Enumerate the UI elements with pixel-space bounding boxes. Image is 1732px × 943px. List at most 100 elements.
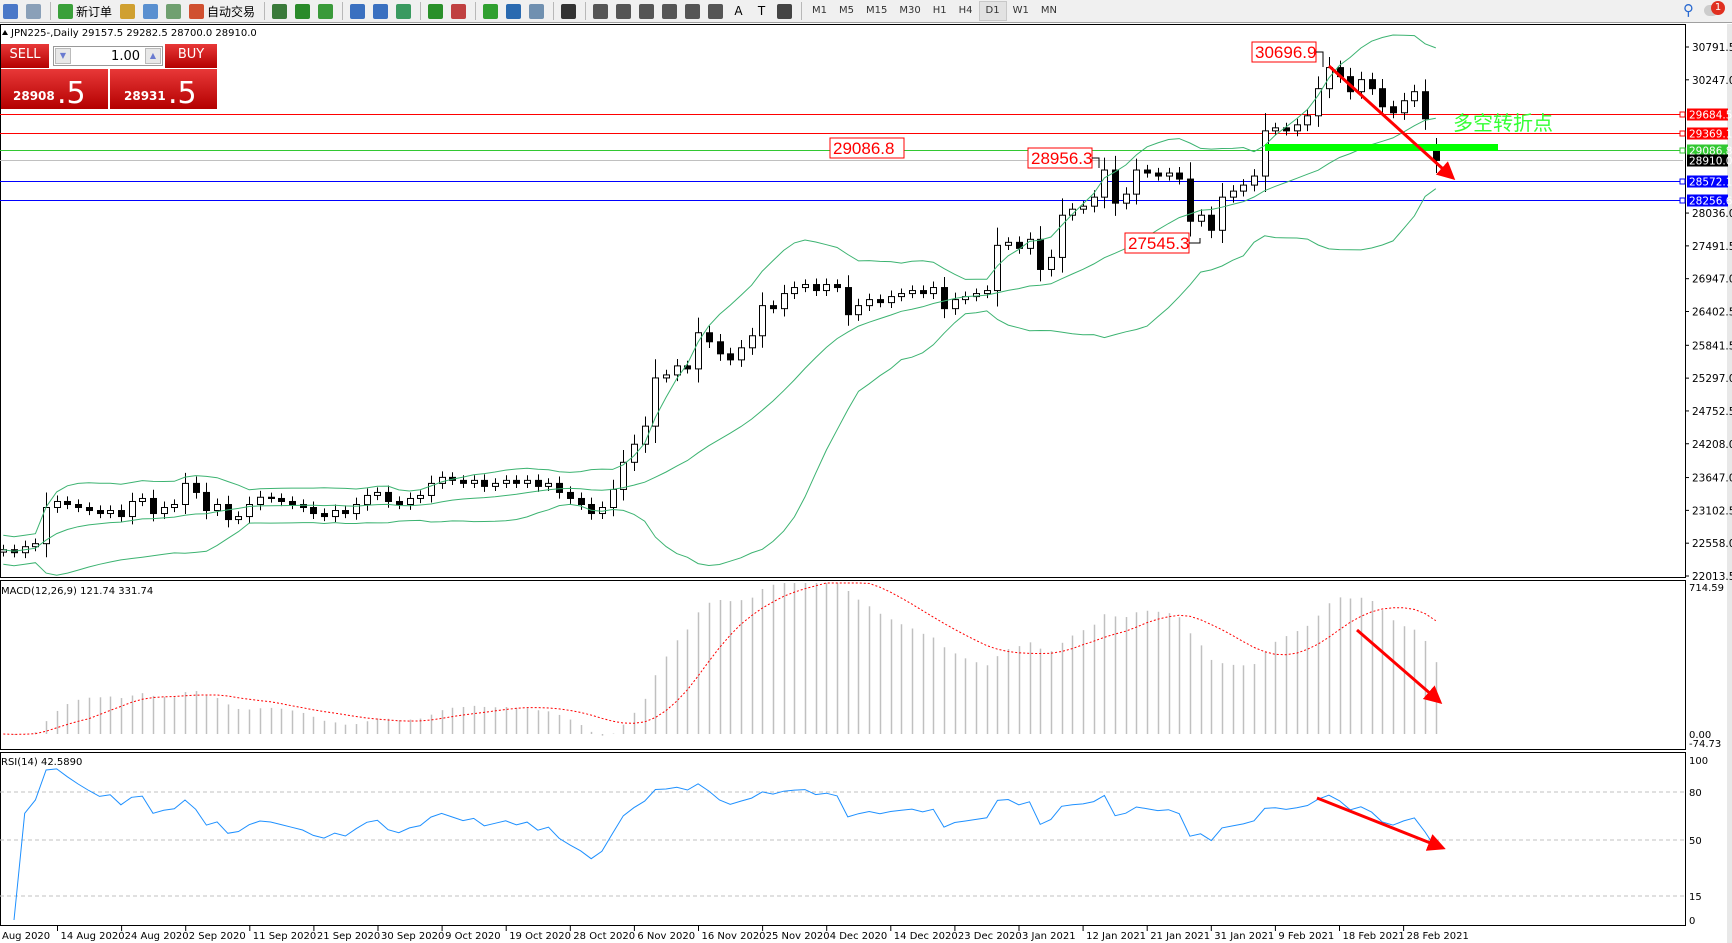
lot-size-input[interactable]: ▼ 1.00 ▲ [53, 46, 163, 66]
macd-axis-label: 0.00 [1689, 730, 1711, 741]
bearish-candle [1144, 169, 1151, 174]
new-chart-button[interactable] [0, 1, 21, 21]
price-level-badge [1687, 108, 1728, 121]
toolbar-separator [420, 2, 422, 20]
tile-windows-button[interactable] [393, 1, 414, 21]
periods-icon [506, 3, 522, 19]
text-button[interactable]: A [728, 1, 749, 21]
notifications-icon[interactable]: 1 [1704, 1, 1725, 19]
timeframe-m30[interactable]: M30 [899, 5, 921, 16]
bearish-candle [1208, 214, 1215, 231]
zoom-in-button[interactable] [347, 1, 368, 21]
price-tick-label: 25297.0 [1692, 373, 1732, 385]
bullish-candle [545, 482, 552, 487]
timeframe-m1[interactable]: M1 [812, 5, 828, 16]
text-label-button[interactable]: T [751, 1, 772, 21]
bullish-candle [610, 488, 617, 509]
bullish-candle [855, 305, 862, 316]
line-chart-button[interactable] [315, 1, 336, 21]
horizontal-line-button[interactable] [636, 1, 657, 21]
cursor-button[interactable] [558, 1, 579, 21]
toolbar-label: 自动交易 [207, 4, 256, 19]
bullish-candle [1358, 79, 1365, 93]
bearish-candle [1176, 172, 1183, 180]
timeframe-w1[interactable]: W1 [1012, 5, 1029, 16]
bearish-candle [535, 479, 542, 487]
lot-increase-button[interactable]: ▲ [145, 48, 161, 64]
zoom-out-button[interactable] [370, 1, 391, 21]
zoom-out-icon [373, 3, 389, 19]
trendline-button[interactable] [659, 1, 680, 21]
history-center-button[interactable] [140, 1, 161, 21]
sell-button[interactable]: SELL [1, 44, 49, 68]
bullish-candle [235, 516, 242, 521]
rsi-pane [0, 752, 1686, 926]
vertical-line-button[interactable] [613, 1, 634, 21]
bullish-candle [182, 482, 189, 505]
bullish-candle [1304, 115, 1311, 126]
bullish-candle [909, 290, 916, 295]
timeframe-h4[interactable]: H4 [958, 5, 973, 16]
bullish-candle [374, 491, 381, 496]
chart-shift-icon [451, 3, 467, 19]
equidistant-channel-button[interactable] [682, 1, 703, 21]
level-handle [1679, 178, 1686, 185]
crosshair-button[interactable] [590, 1, 611, 21]
bullish-candle [214, 503, 221, 512]
timeframe-mn[interactable]: MN [1040, 5, 1057, 16]
candlestick-button[interactable] [292, 1, 313, 21]
templates-button[interactable] [526, 1, 547, 21]
toolbar-right: ⚲ 1 [1683, 1, 1725, 19]
templates-icon [529, 3, 545, 19]
bar-chart-button[interactable] [269, 1, 290, 21]
bearish-candle [150, 497, 157, 515]
price-level-badge [1687, 194, 1728, 207]
auto-trading-button[interactable]: 自动交易 [186, 1, 258, 21]
turning-point-text: 多空转折点 [1453, 111, 1553, 135]
trendline-icon [662, 3, 678, 19]
zoom-window-button[interactable] [23, 1, 44, 21]
buy-price-button[interactable]: 28931 .5 [110, 69, 217, 109]
turning-point-zone [1265, 144, 1498, 151]
auto-scroll-button[interactable] [425, 1, 446, 21]
sell-price-button[interactable]: 28908 .5 [1, 69, 108, 109]
bullish-candle [54, 500, 61, 509]
timeframe-d1[interactable]: D1 [978, 1, 1007, 21]
price-level-badge [1687, 144, 1728, 157]
bearish-candle [813, 284, 820, 292]
date-tick-label: 28 Oct 2020 [573, 931, 635, 942]
bollinger-middle-band [3, 117, 1436, 552]
lot-decrease-button[interactable]: ▼ [55, 48, 71, 64]
timeframe-h1[interactable]: H1 [932, 5, 947, 16]
search-icon[interactable]: ⚲ [1683, 1, 1694, 19]
level-handle [1679, 130, 1686, 137]
bullish-candle [417, 494, 424, 499]
periods-button[interactable] [503, 1, 524, 21]
timeframe-m5[interactable]: M5 [839, 5, 855, 16]
arrows-button[interactable] [774, 1, 795, 21]
collapse-icon [2, 30, 8, 35]
text-label-icon: T [754, 3, 770, 19]
timeframe-m15[interactable]: M15 [866, 5, 888, 16]
bullish-candle [161, 507, 168, 515]
buy-button[interactable]: BUY [165, 44, 217, 68]
metaeditor-button[interactable] [117, 1, 138, 21]
indicators-button[interactable] [480, 1, 501, 21]
price-tick-label: 28036.0 [1692, 208, 1732, 220]
chart-shift-button[interactable] [448, 1, 469, 21]
new-order-button[interactable]: 新订单 [55, 1, 115, 21]
bearish-candle [278, 497, 285, 502]
bearish-candle [578, 497, 585, 505]
toolbar-separator [264, 2, 266, 20]
new-order-icon [58, 3, 73, 19]
signals-button[interactable] [163, 1, 184, 21]
bullish-candle [1048, 256, 1055, 270]
bearish-candle [1112, 169, 1119, 204]
fibonacci-button[interactable] [705, 1, 726, 21]
arrows-icon [777, 3, 793, 19]
date-tick-label: 4 Dec 2020 [830, 931, 888, 942]
bullish-candle [407, 497, 414, 505]
bullish-candle [364, 494, 371, 505]
macd-pane [0, 580, 1686, 750]
